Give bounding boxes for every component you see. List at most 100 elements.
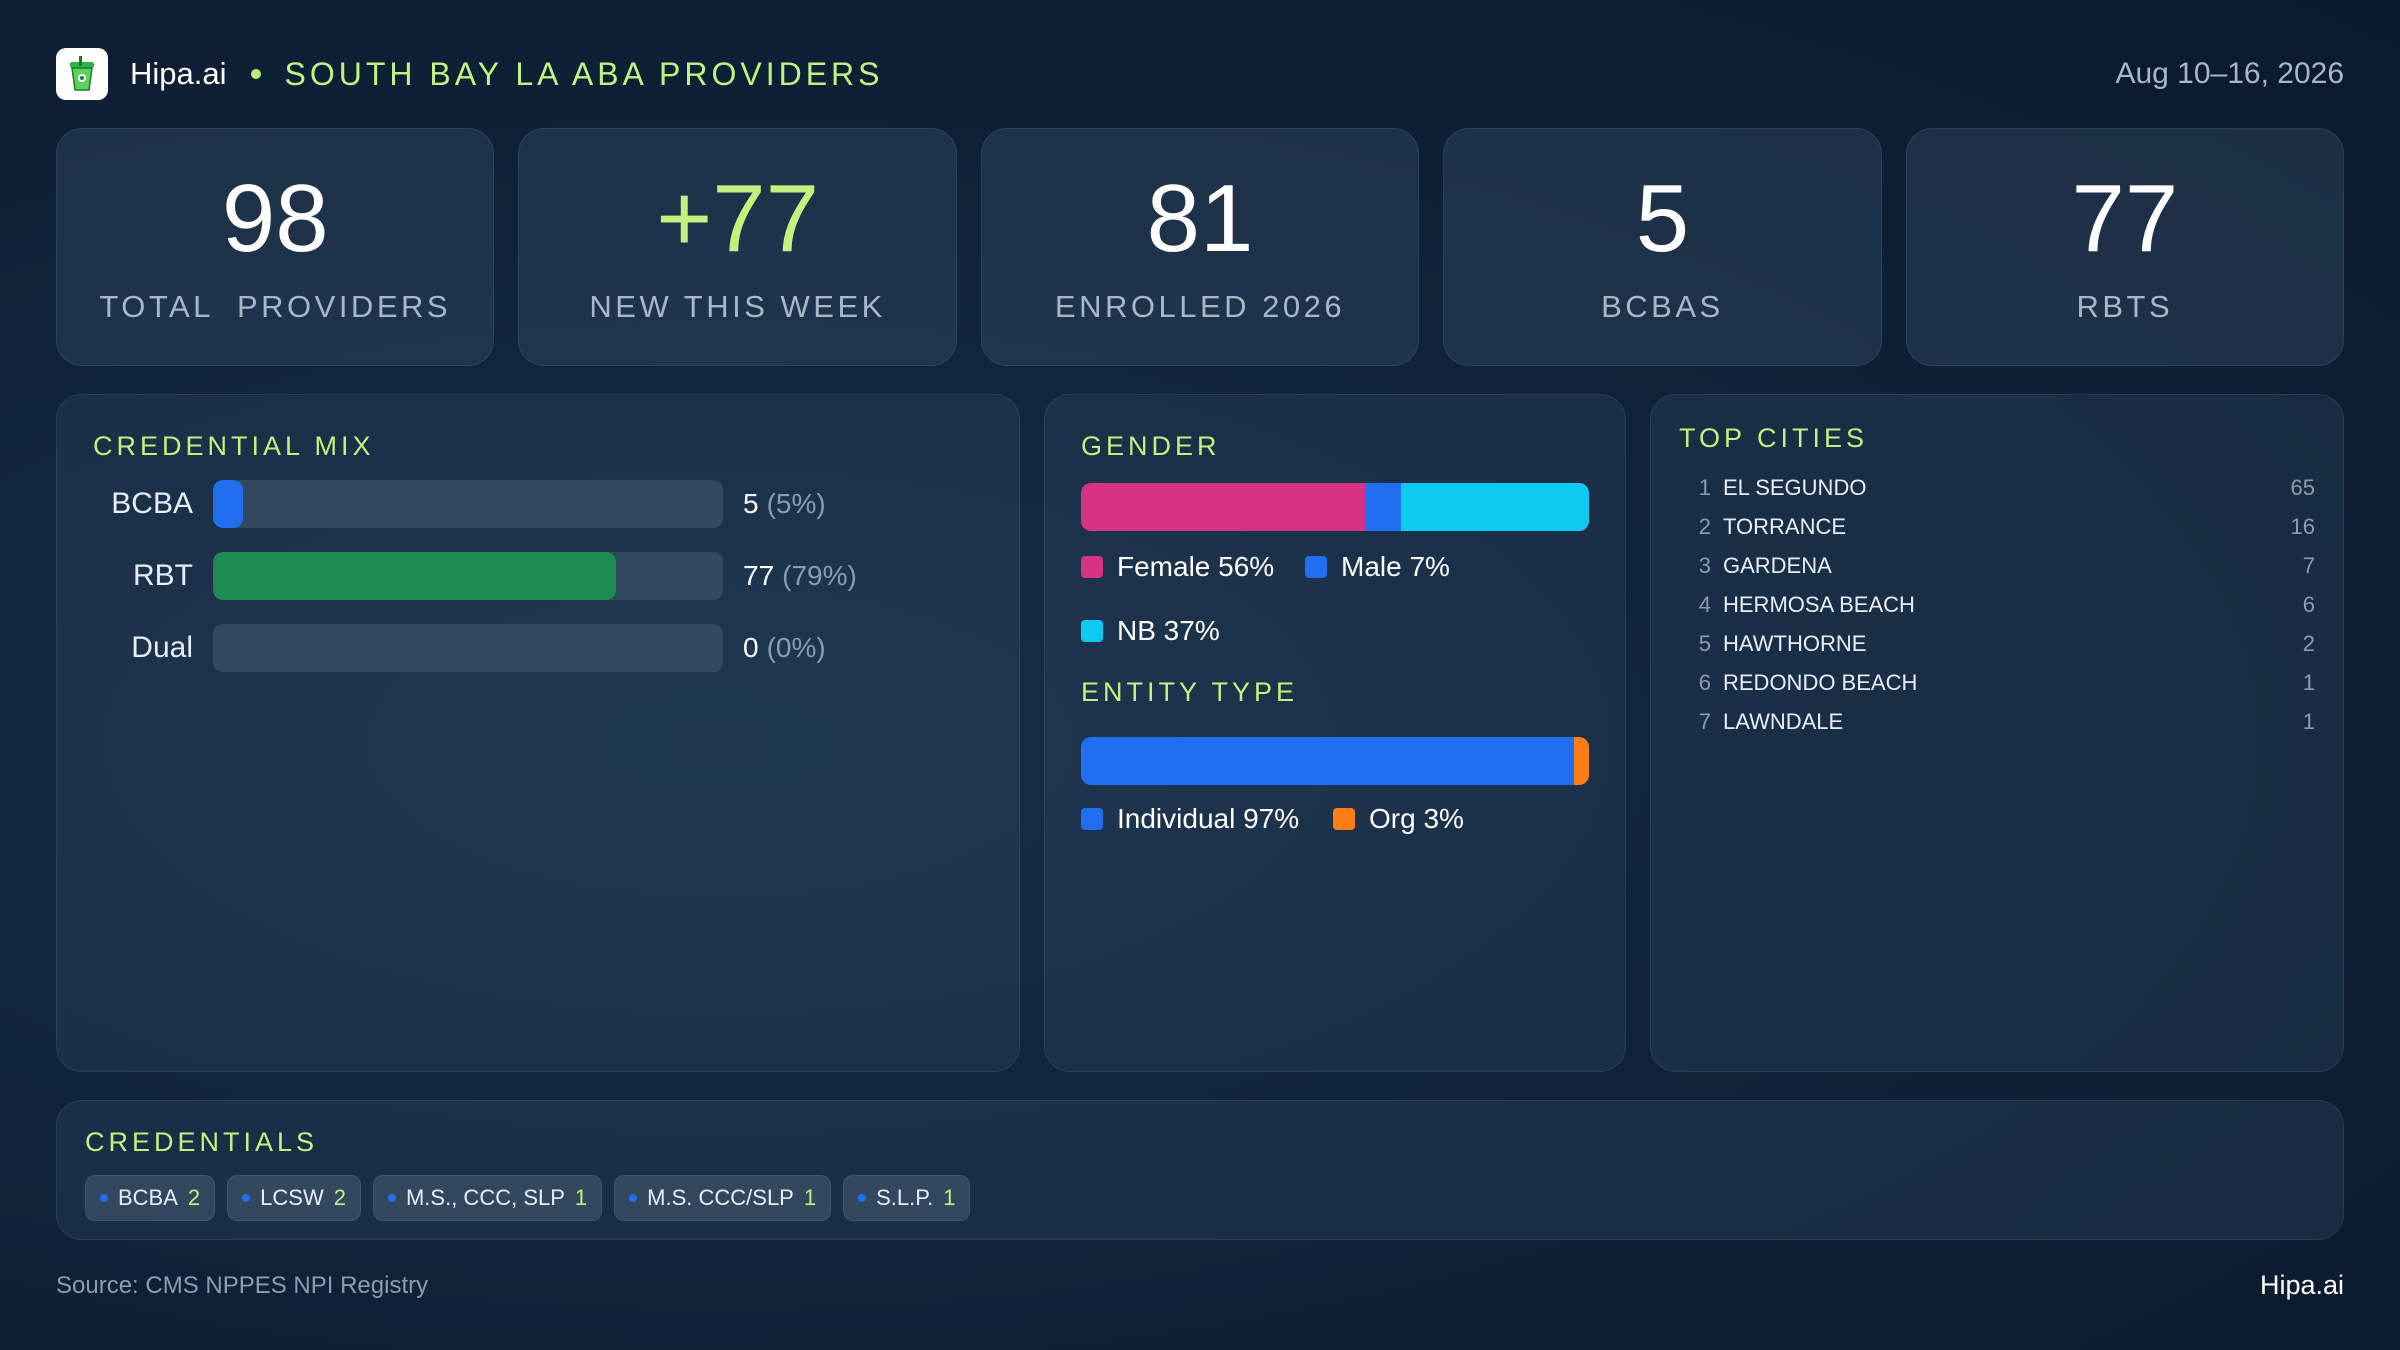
city-count: 1: [2302, 709, 2315, 734]
city-rank: 4: [1698, 592, 1711, 617]
kpi-label: TOTAL PROVIDERS: [99, 289, 452, 324]
source-note: Source: CMS NPPES NPI Registry: [56, 1272, 429, 1299]
city-count: 16: [2290, 514, 2315, 539]
gender-segment-nb: [1401, 483, 1589, 531]
mix-bar-track: [213, 624, 723, 672]
city-name: HERMOSA BEACH: [1723, 592, 1915, 617]
mix-percent: (5%): [766, 488, 826, 519]
mix-label: Dual: [131, 631, 193, 664]
panel-title: ENTITY TYPE: [1081, 677, 1299, 707]
legend-label: NB 37%: [1117, 615, 1220, 646]
legend-nb: NB 37%: [1081, 615, 1220, 647]
header: Hipa.ai SOUTH BAY LA ABA PROVIDERS Aug 1…: [56, 48, 2344, 100]
kpi-rbts: 77 RBTS: [1905, 128, 2345, 366]
credential-chip: LCSW 2: [227, 1175, 361, 1221]
chip-dot-icon: [242, 1194, 251, 1202]
credentials-panel: CREDENTIALS BCBA 2 LCSW 2 M.S., CCC, SLP 1 M.S…: [56, 1100, 2344, 1240]
legend-label: Male 7%: [1341, 551, 1450, 582]
kpi-bcbas: 5 BCBAS: [1443, 128, 1882, 366]
chip-label: LCSW: [260, 1185, 324, 1210]
kpi-total-providers: 98 TOTAL PROVIDERS: [56, 128, 495, 366]
mix-row-bcba: BCBA 5 (5%): [57, 479, 1021, 529]
city-count: 65: [2290, 475, 2315, 500]
chip-label: S.L.P.: [876, 1185, 934, 1210]
credential-chip: BCBA 2: [85, 1175, 216, 1221]
chip-dot-icon: [629, 1194, 638, 1202]
chip-dot-icon: [100, 1194, 108, 1202]
footer-brand: Hipa.ai: [2259, 1270, 2344, 1300]
green-cup-icon: [56, 48, 108, 100]
entity-segment-individual: [1081, 737, 1574, 785]
brand-name: Hipa.ai: [130, 56, 227, 91]
kpi-enrolled: 81 ENROLLED 2026: [980, 128, 1420, 366]
gender-entity-panel: GENDER Female 56% Male 7% NB 37% ENTITY …: [1044, 394, 1626, 1072]
city-rank: 1: [1698, 475, 1711, 500]
legend-label: Org 3%: [1369, 803, 1464, 834]
entity-stacked-bar: [1081, 737, 1589, 785]
panel-title: TOP CITIES: [1679, 423, 1869, 453]
kpi-label: ENROLLED 2026: [1054, 289, 1346, 324]
legend-individual: Individual 97%: [1081, 803, 1299, 835]
legend-swatch: [1081, 808, 1103, 830]
mix-percent: (79%): [782, 560, 857, 591]
chip-label: M.S., CCC, SLP: [405, 1185, 565, 1210]
legend-swatch: [1081, 556, 1103, 578]
city-row: 7 LAWNDALE 1: [1691, 707, 2315, 737]
mix-value: 77: [743, 560, 775, 591]
city-row: 5 HAWTHORNE 2: [1691, 629, 2315, 659]
city-row: 2 TORRANCE 16: [1691, 512, 2315, 542]
chip-count: 2: [187, 1185, 201, 1210]
city-count: 7: [2302, 553, 2315, 578]
credential-chip: S.L.P. 1: [843, 1175, 971, 1221]
legend-label: Individual 97%: [1117, 803, 1300, 834]
mix-bar-track: [213, 480, 723, 528]
legend-male: Male 7%: [1305, 551, 1450, 583]
kpi-label: RBTS: [2076, 289, 2174, 324]
gender-stacked-bar: [1081, 483, 1589, 531]
kpi-value: 77: [2071, 165, 2179, 272]
top-cities-panel: TOP CITIES 1 EL SEGUNDO 65 2 TORRANCE 16 3 GARD…: [1650, 394, 2344, 1072]
legend-label: Female 56%: [1117, 551, 1275, 582]
city-count: 6: [2302, 592, 2315, 617]
legend-swatch: [1081, 620, 1103, 642]
mix-percent: (0%): [766, 632, 826, 663]
credential-mix-panel: CREDENTIAL MIX BCBA 5 (5%) RBT 77 (79%) Dual 0(…: [56, 394, 1020, 1072]
city-name: EL SEGUNDO: [1723, 475, 1867, 500]
city-count: 2: [2302, 631, 2315, 656]
city-name: HAWTHORNE: [1723, 631, 1867, 656]
panel-title: CREDENTIALS: [85, 1127, 319, 1157]
legend-swatch: [1305, 556, 1327, 578]
kpi-label: NEW THIS WEEK: [589, 289, 886, 324]
city-rank: 5: [1698, 631, 1711, 656]
city-row: 6 REDONDO BEACH 1: [1691, 668, 2315, 698]
mix-bar-fill: [213, 480, 243, 528]
chip-count: 1: [574, 1185, 588, 1210]
bullet-separator: [250, 69, 261, 79]
legend-female: Female 56%: [1081, 551, 1274, 583]
chip-dot-icon: [858, 1194, 867, 1202]
city-name: LAWNDALE: [1723, 709, 1844, 734]
kpi-value: +77: [656, 165, 820, 272]
entity-segment-org: [1573, 737, 1589, 785]
mix-row-dual: Dual 0 (0%): [57, 623, 1021, 673]
city-row: 1 EL SEGUNDO 65: [1691, 473, 2315, 503]
mix-label: BCBA: [111, 487, 193, 520]
city-rank: 2: [1698, 514, 1711, 539]
city-row: 4 HERMOSA BEACH 6: [1691, 590, 2315, 620]
mix-row-rbt: RBT 77 (79%): [57, 551, 1021, 601]
chip-label: M.S. CCC/SLP: [647, 1185, 794, 1210]
date-range: Aug 10–16, 2026: [2115, 57, 2344, 90]
mix-value: 5: [743, 488, 759, 519]
gender-segment-male: [1365, 483, 1402, 531]
kpi-value: 98: [221, 165, 329, 272]
kpi-row: 98 TOTAL PROVIDERS +77 NEW THIS WEEK 81 …: [56, 128, 2345, 366]
chip-count: 1: [943, 1185, 956, 1210]
credential-chips: BCBA 2 LCSW 2 M.S., CCC, SLP 1 M.S. CCC/SLP 1 S.…: [85, 1175, 971, 1221]
city-rank: 6: [1698, 670, 1711, 695]
kpi-value: 5: [1635, 165, 1690, 272]
credential-chip: M.S., CCC, SLP 1: [372, 1175, 603, 1221]
mix-value: 0: [743, 632, 759, 663]
dashboard-title: SOUTH BAY LA ABA PROVIDERS: [284, 55, 884, 92]
city-row: 3 GARDENA 7: [1691, 551, 2315, 581]
city-count: 1: [2302, 670, 2315, 695]
